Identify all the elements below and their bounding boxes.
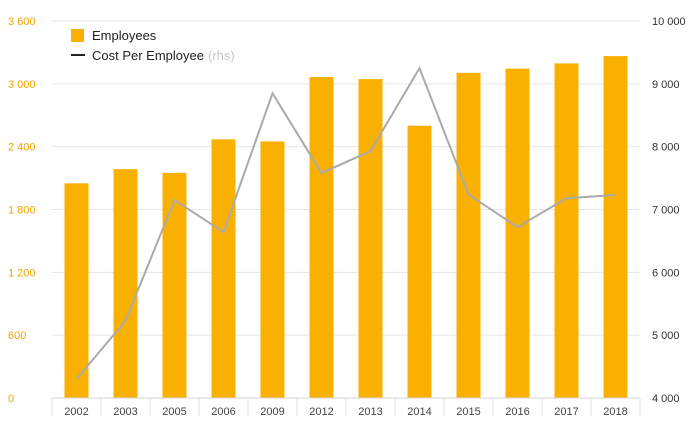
y-right-tick-label: 9 000 — [652, 79, 680, 91]
y-left-tick-label: 600 — [8, 330, 26, 342]
legend-label-employees: Employees — [92, 28, 157, 43]
bar-employees-2018 — [603, 56, 628, 399]
line-series-cost-per-employee — [75, 65, 616, 380]
x-tick-label: 2012 — [309, 406, 333, 418]
bar-employees-2003 — [113, 169, 138, 398]
y-right-tick-label: 4 000 — [652, 393, 680, 405]
x-tick-label: 2003 — [113, 406, 137, 418]
bar-employees-2002 — [64, 183, 89, 398]
legend-label-cost-text: Cost Per Employee — [92, 48, 204, 63]
y-right-tick-label: 5 000 — [652, 330, 680, 342]
bar-employees-2015 — [456, 72, 481, 399]
y-right-tick-label: 7 000 — [652, 205, 680, 217]
x-tick-label: 2016 — [505, 406, 529, 418]
legend-swatch-employees — [71, 29, 84, 42]
bar-employees-2012 — [309, 77, 334, 398]
x-tick-label: 2006 — [211, 406, 235, 418]
y-right-tick-label: 8 000 — [652, 142, 680, 154]
bar-employees-2016 — [505, 68, 530, 398]
bar-employees-2005 — [162, 172, 187, 398]
y-left-tick-label: 2 400 — [8, 142, 36, 154]
legend-rhs-note: (rhs) — [208, 48, 235, 63]
y-left-tick-label: 1 200 — [8, 267, 36, 279]
gridlines — [52, 20, 640, 336]
bar-employees-2009 — [260, 141, 285, 399]
y-left-tick-label: 3 000 — [8, 79, 36, 91]
bar-employees-2014 — [407, 125, 432, 398]
x-tick-label: 2002 — [64, 406, 88, 418]
legend-label-cost-per-employee: Cost Per Employee (rhs) — [92, 48, 235, 63]
axes: 0 600 1 200 1 800 2 400 3 000 3 600 4 000 5 000 6… — [8, 16, 686, 418]
y-right-tick-label: 6 000 — [652, 267, 680, 279]
bar-employees-2013 — [358, 79, 383, 398]
x-tick-label: 2018 — [603, 406, 627, 418]
bar-employees-2006 — [211, 139, 236, 398]
legend: Employees Cost Per Employee (rhs) — [71, 28, 235, 63]
bar-series-employees — [64, 56, 628, 399]
x-tick-label: 2005 — [162, 406, 186, 418]
bar-employees-2017 — [554, 63, 579, 398]
y-right-tick-label: 10 000 — [652, 16, 686, 28]
x-tick-label: 2013 — [358, 406, 382, 418]
y-left-tick-label: 1 800 — [8, 205, 36, 217]
x-tick-label: 2017 — [554, 406, 578, 418]
y-left-tick-label: 0 — [8, 393, 14, 405]
x-tick-label: 2015 — [456, 406, 480, 418]
x-tick-label: 2014 — [407, 406, 431, 418]
line-cost-per-employee — [75, 65, 616, 380]
x-tick-label: 2009 — [260, 406, 284, 418]
y-left-tick-label: 3 600 — [8, 16, 36, 28]
